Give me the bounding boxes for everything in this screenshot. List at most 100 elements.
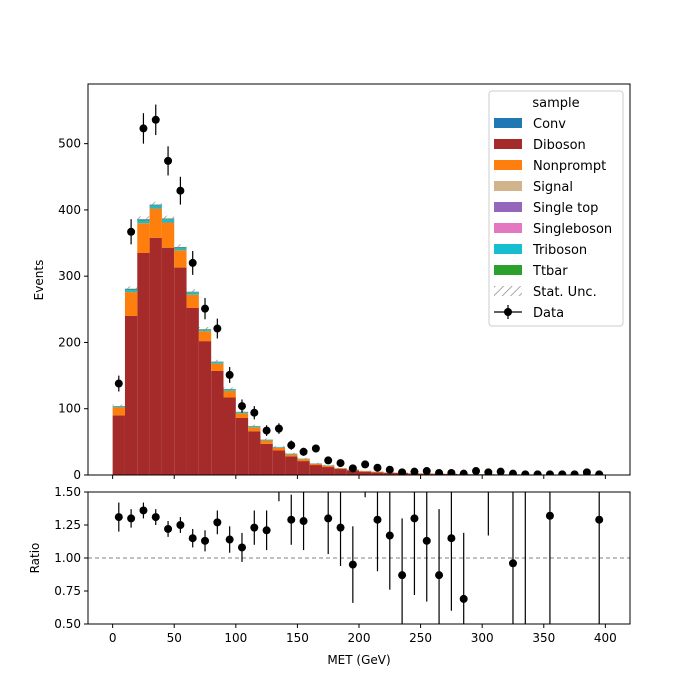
bar-nonprompt-12 [260, 440, 273, 444]
bar-diboson-19 [346, 470, 359, 475]
bar-diboson-11 [248, 431, 261, 475]
ratio-point-32 [545, 511, 554, 520]
ratio-ytick-label-2: 1.00 [54, 551, 81, 565]
ratio-point-20 [361, 429, 369, 437]
ratio-point-24 [410, 514, 419, 523]
ratio-point-2 [139, 506, 148, 515]
legend: sample Conv Diboson Nonprompt Signal Single … [488, 90, 624, 327]
ratio-point-15 [299, 517, 308, 526]
data-point-12 [262, 426, 271, 435]
data-point-0 [114, 379, 123, 388]
ratio-point-9 [225, 535, 234, 544]
bar-diboson-12 [260, 443, 273, 475]
bar-nonprompt-3 [149, 208, 162, 238]
stat-unc-band-8 [211, 359, 224, 364]
bar-diboson-2 [137, 252, 150, 475]
ratio-y-ticks: 0.50 0.75 1.00 1.25 1.50 [54, 485, 88, 631]
bar-diboson-1 [124, 315, 138, 475]
stat-unc-band-9 [223, 387, 236, 391]
data-points [114, 104, 604, 475]
data-point-23 [398, 468, 407, 475]
data-point-36 [558, 470, 567, 475]
bar-nonprompt-6 [186, 294, 199, 308]
bar-diboson-3 [149, 237, 162, 475]
bar-diboson-16 [309, 465, 323, 475]
data-point-25 [422, 467, 431, 475]
bar-nonprompt-16 [309, 463, 323, 466]
stat-unc-band-6 [186, 289, 199, 295]
ratio-point-30 [508, 559, 517, 568]
data-point-30 [484, 468, 493, 475]
ratio-point-16 [312, 422, 320, 430]
stat-unc-band-4 [161, 215, 175, 222]
main-y-axis-label: Events [32, 260, 46, 301]
legend-label-singleboson: Singleboson [533, 222, 612, 237]
main-x-ticks [112, 475, 606, 479]
stat-unc-band-15 [297, 457, 310, 460]
bar-diboson-9 [223, 397, 236, 475]
ratio-xtick-label-100: 100 [224, 631, 247, 645]
ratio-x-ticks: 0 50 100 150 200 250 300 350 400 [109, 624, 617, 645]
ratio-xtick-label-150: 150 [286, 631, 309, 645]
data-point-14 [287, 441, 296, 450]
legend-swatch-singleboson [494, 223, 522, 233]
data-point-8 [213, 324, 222, 333]
bar-nonprompt-7 [198, 331, 212, 342]
ratio-xtick-label-400: 400 [594, 631, 617, 645]
stat-unc-band-11 [248, 424, 261, 428]
bar-diboson-4 [161, 247, 175, 475]
data-point-1 [127, 227, 136, 236]
main-ytick-label-500: 500 [58, 137, 81, 151]
ratio-point-33 [595, 515, 604, 524]
bar-diboson-20 [359, 471, 372, 475]
legend-swatch-conv [494, 118, 522, 128]
ratio-axes-frame [87, 491, 631, 625]
stat-unc-band-12 [260, 438, 273, 441]
bar-diboson-6 [186, 307, 199, 475]
legend-swatch-stat-unc- [494, 286, 522, 296]
data-point-26 [435, 469, 444, 475]
bar-diboson-21 [371, 472, 384, 475]
ratio-ytick-label-0: 0.50 [54, 617, 81, 631]
data-point-10 [237, 402, 246, 411]
ratio-point-25 [422, 536, 431, 545]
stat-unc-band-13 [272, 446, 286, 448]
ratio-points [114, 422, 604, 624]
stat-unc-band-2 [137, 216, 150, 223]
bar-nonprompt-18 [334, 468, 347, 470]
data-point-27 [447, 469, 456, 475]
bar-nonprompt-17 [322, 465, 335, 468]
main-ytick-label-200: 200 [58, 335, 81, 349]
legend-label-triboson: Triboson [532, 243, 587, 258]
ratio-point-4 [164, 524, 173, 533]
data-point-37 [570, 470, 579, 475]
ratio-point-26 [435, 571, 444, 580]
ratio-point-1 [127, 514, 136, 523]
data-point-4 [164, 156, 173, 165]
ratio-point-22 [385, 531, 394, 540]
data-point-28 [459, 469, 468, 475]
ratio-xtick-label-300: 300 [471, 631, 494, 645]
bar-nonprompt-14 [285, 454, 298, 457]
bar-diboson-22 [383, 473, 396, 475]
ratio-xtick-label-200: 200 [348, 631, 371, 645]
main-y-ticks: 0 100 200 300 400 500 [58, 137, 88, 482]
data-point-2 [139, 124, 148, 133]
bar-nonprompt-13 [272, 447, 286, 451]
legend-entries: Conv Diboson Nonprompt Signal Single top Sing… [494, 117, 612, 321]
ratio-ytick-label-4: 1.50 [54, 485, 81, 499]
data-point-21 [373, 463, 382, 472]
data-point-11 [250, 408, 259, 417]
legend-label-diboson: Diboson [533, 138, 586, 153]
bar-diboson-13 [272, 450, 286, 475]
main-ytick-label-0: 0 [73, 468, 81, 482]
bar-diboson-7 [198, 341, 212, 475]
main-ytick-label-300: 300 [58, 269, 81, 283]
ratio-point-14 [287, 515, 296, 524]
bar-nonprompt-1 [124, 292, 138, 316]
data-point-19 [348, 464, 357, 473]
data-point-31 [496, 467, 505, 475]
bar-diboson-8 [211, 370, 224, 475]
data-point-15 [299, 447, 308, 456]
